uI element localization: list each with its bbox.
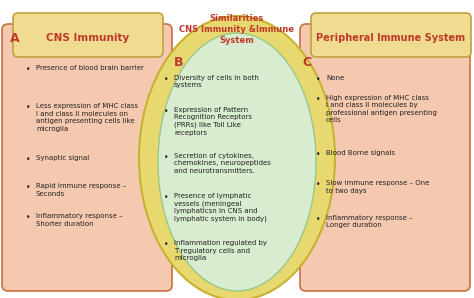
Text: CNS Immunity: CNS Immunity xyxy=(46,33,129,43)
Text: Blood Borne signals: Blood Borne signals xyxy=(326,150,395,156)
Text: Synaptic signal: Synaptic signal xyxy=(36,155,89,161)
Text: •: • xyxy=(26,183,30,192)
Text: Inflammatory response –
Longer duration: Inflammatory response – Longer duration xyxy=(326,215,413,229)
Text: Expression of Pattern
Recognition Receptors
(PRRs) like Toll Like
receptors: Expression of Pattern Recognition Recept… xyxy=(174,107,252,136)
Text: •: • xyxy=(164,153,168,162)
FancyBboxPatch shape xyxy=(13,13,163,57)
Ellipse shape xyxy=(139,16,335,298)
Text: Presence of lymphatic
vessels (meningeal
lymphaticsn in CNS and
lymphatic system: Presence of lymphatic vessels (meningeal… xyxy=(174,193,267,223)
Text: •: • xyxy=(316,95,320,104)
Text: •: • xyxy=(26,103,30,112)
FancyBboxPatch shape xyxy=(311,13,471,57)
Text: Rapid immune response –
Seconds: Rapid immune response – Seconds xyxy=(36,183,126,196)
Text: Inflammation regulated by
T regulatory cells and
microglia: Inflammation regulated by T regulatory c… xyxy=(174,240,267,261)
Text: •: • xyxy=(26,65,30,74)
Text: Similarities
CNS Immunity &Immune
System: Similarities CNS Immunity &Immune System xyxy=(180,14,294,45)
FancyBboxPatch shape xyxy=(300,24,470,291)
Text: Less expression of MHC class
I and class II molecules on
antigen presenting cell: Less expression of MHC class I and class… xyxy=(36,103,138,131)
Text: Secretion of cytokines,
chemokines, neuropeptides
and neurotransmitters.: Secretion of cytokines, chemokines, neur… xyxy=(174,153,271,174)
Text: •: • xyxy=(26,155,30,164)
Text: •: • xyxy=(164,240,168,249)
Text: B: B xyxy=(174,55,183,69)
Text: •: • xyxy=(316,75,320,84)
FancyBboxPatch shape xyxy=(2,24,172,291)
Text: Peripheral Immune System: Peripheral Immune System xyxy=(317,33,465,43)
Text: •: • xyxy=(316,180,320,189)
Text: C: C xyxy=(302,55,311,69)
Text: None: None xyxy=(326,75,344,81)
Text: Inflammatory response –
Shorter duration: Inflammatory response – Shorter duration xyxy=(36,213,123,226)
Ellipse shape xyxy=(158,33,316,291)
Text: •: • xyxy=(164,75,168,84)
Text: High expression of MHC class
I and class II molecules by
professional antigen pr: High expression of MHC class I and class… xyxy=(326,95,437,123)
Text: •: • xyxy=(316,215,320,224)
Text: •: • xyxy=(26,213,30,222)
Text: •: • xyxy=(164,107,168,116)
Text: •: • xyxy=(316,150,320,159)
Text: Diversity of cells in both
systems: Diversity of cells in both systems xyxy=(174,75,259,89)
Text: Presence of blood brain barrier: Presence of blood brain barrier xyxy=(36,65,144,71)
Text: Slow immune response – One
to two days: Slow immune response – One to two days xyxy=(326,180,429,193)
Text: A: A xyxy=(10,32,19,44)
Text: •: • xyxy=(164,193,168,202)
